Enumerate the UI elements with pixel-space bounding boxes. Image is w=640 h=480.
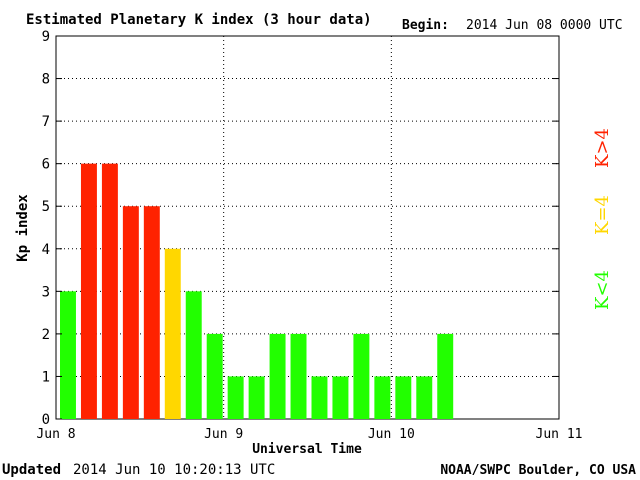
kp-bar: [437, 333, 454, 419]
y-axis-label: Kp index: [15, 194, 31, 262]
x-axis: Jun 8 Jun 9 Jun 10 Jun 11: [36, 427, 582, 442]
y-tick-label: 9: [42, 29, 50, 45]
kp-bar: [269, 333, 286, 419]
kp-bar: [60, 291, 76, 419]
credit-text: NOAA/SWPC Boulder, CO USA: [440, 463, 636, 478]
y-tick-label: 2: [42, 327, 50, 343]
y-axis: 0 1 2 3 4 5 6 7 8 9: [42, 29, 559, 428]
y-tick-label: 5: [42, 199, 50, 215]
kp-bar: [185, 291, 202, 419]
kp-bar: [332, 376, 349, 419]
legend-k-greater-4: K>4: [592, 128, 613, 168]
kp-bar: [395, 376, 412, 419]
y-tick-label: 0: [42, 412, 50, 428]
x-tick-label: Jun 11: [536, 427, 583, 442]
begin-label: Begin:: [402, 18, 449, 33]
y-tick-label: 3: [42, 284, 50, 300]
updated-label: Updated: [2, 462, 61, 478]
kp-bars: [60, 163, 454, 419]
kp-bar: [248, 376, 265, 419]
kp-bar: [164, 248, 181, 419]
kp-bar: [143, 206, 160, 419]
updated-value: 2014 Jun 10 10:20:13 UTC: [73, 462, 275, 478]
y-tick-label: 4: [42, 242, 50, 258]
y-tick-label: 1: [42, 369, 50, 385]
y-tick-label: 8: [42, 72, 50, 88]
legend-k-equal-4: K=4: [592, 195, 613, 235]
begin-value: 2014 Jun 08 0000 UTC: [466, 18, 623, 33]
legend-k-less-4: K<4: [592, 270, 613, 310]
y-tick-label: 6: [42, 157, 50, 173]
kp-bar: [206, 333, 223, 419]
x-tick-label: Jun 8: [36, 427, 75, 442]
kp-bar: [122, 206, 139, 419]
x-axis-label: Universal Time: [252, 442, 362, 457]
kp-bar: [416, 376, 433, 419]
chart-title: Estimated Planetary K index (3 hour data…: [26, 12, 372, 28]
kp-bar: [227, 376, 244, 419]
kp-bar: [311, 376, 328, 419]
x-tick-label: Jun 10: [368, 427, 415, 442]
kp-bar: [290, 333, 307, 419]
x-tick-label: Jun 9: [204, 427, 243, 442]
kp-bar: [80, 163, 97, 419]
plot-area: [55, 35, 560, 420]
y-tick-label: 7: [42, 114, 50, 130]
kp-bar: [353, 333, 370, 419]
kp-bar: [374, 376, 391, 419]
kp-bar: [101, 163, 118, 419]
